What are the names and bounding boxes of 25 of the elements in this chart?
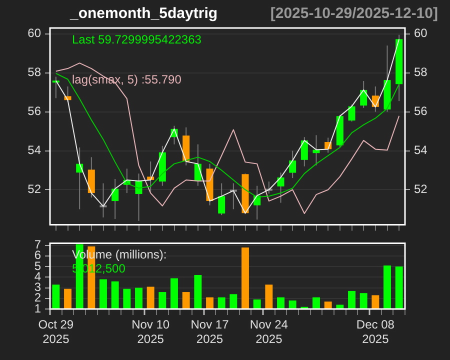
candlestick (289, 150, 296, 179)
annotation: Last 59.7299995422363 (72, 32, 202, 46)
candlestick (88, 156, 95, 198)
candlestick (277, 172, 284, 204)
chart-subtitle: [2025-10-29/2025-12-10] (270, 5, 438, 22)
y-tick-label: 54 (28, 143, 42, 158)
y2-tick-label: 58 (414, 65, 428, 80)
x-tick-label: Nov 10 2025 (132, 318, 170, 346)
x-tick-label: Nov 17 2025 (190, 318, 230, 346)
candlestick (218, 182, 226, 216)
x-tick-label: Dec 08 2025 (356, 318, 395, 346)
y-tick-label: 60 (28, 26, 42, 40)
chart-title: _onemonth_5daytrig (70, 5, 218, 22)
y2-tick-label: 60 (414, 26, 428, 40)
y-tick-label: 56 (28, 104, 42, 118)
y-tick-label: 52 (28, 182, 42, 196)
candlestick (348, 104, 356, 122)
y2-tick-label: 56 (414, 104, 428, 118)
x-tick-label: Oct 29 2025 (38, 318, 74, 346)
y-tick-label: 58 (28, 65, 42, 80)
y2-tick-label: 54 (414, 143, 428, 158)
x-tick-label: Nov 24 2025 (250, 318, 288, 346)
y2-tick-label: 52 (414, 182, 428, 196)
candlestick (300, 136, 308, 167)
candlestick (112, 178, 119, 220)
